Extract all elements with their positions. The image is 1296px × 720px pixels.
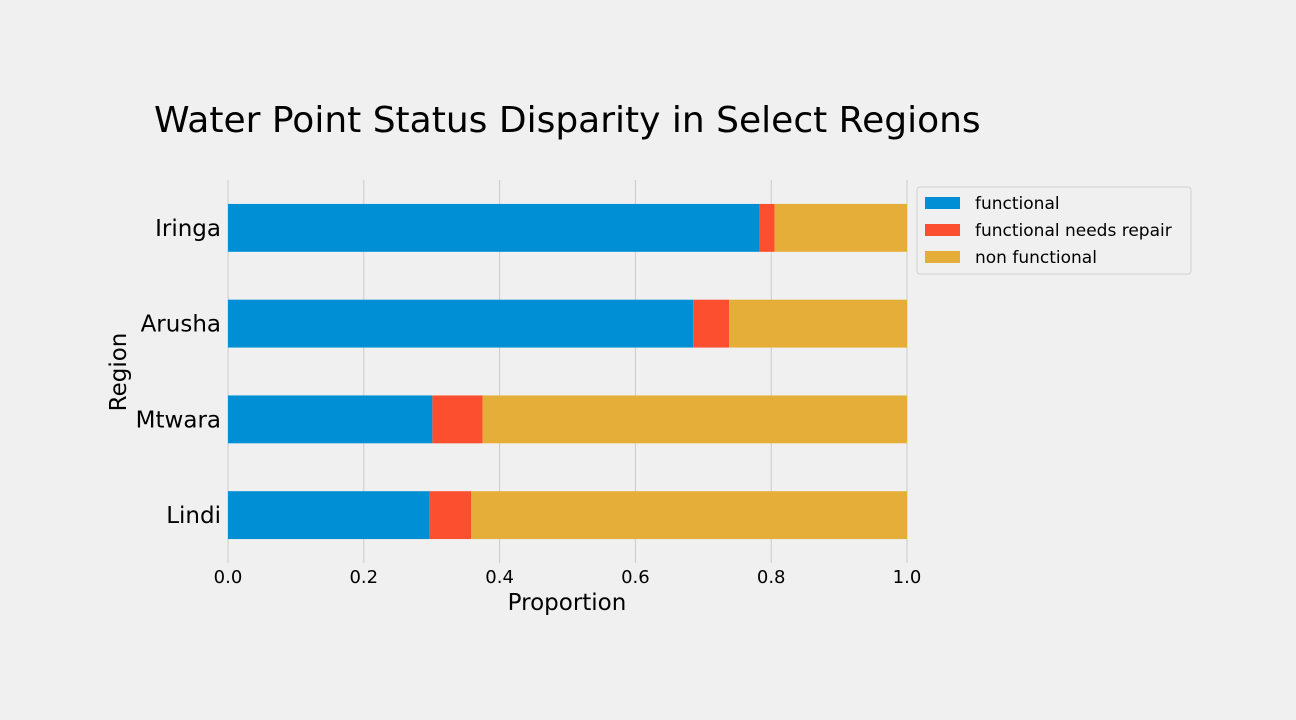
- x-tick-label: 0.0: [214, 567, 243, 588]
- y-tick-label: Mtwara: [136, 407, 221, 433]
- legend-box: [916, 186, 1192, 275]
- bar-arusha-functional: [228, 299, 694, 348]
- y-tick-label: Lindi: [166, 503, 221, 529]
- bar-iringa-functional-needs-repair: [759, 203, 775, 252]
- legend-label: functional: [975, 194, 1060, 214]
- bars: [228, 203, 907, 540]
- y-tick-label: Arusha: [141, 312, 221, 338]
- chart-title: Water Point Status Disparity in Select R…: [154, 100, 981, 141]
- y-tick-labels: Iringa Arusha Mtwara Lindi: [136, 216, 221, 529]
- bar-iringa-non-functional: [774, 203, 907, 252]
- bar-arusha-non-functional: [729, 299, 907, 348]
- legend-label: non functional: [975, 248, 1097, 268]
- bar-lindi-functional: [228, 491, 430, 540]
- x-tick-label: 0.6: [621, 567, 650, 588]
- bar-iringa-functional: [228, 203, 760, 252]
- x-axis-label: Proportion: [508, 590, 627, 616]
- legend-label: functional needs repair: [975, 221, 1172, 241]
- legend: functional functional needs repair non fun…: [916, 186, 1192, 275]
- x-tick-label: 1.0: [893, 567, 922, 588]
- bar-lindi-non-functional: [471, 491, 907, 540]
- legend-swatch: [925, 197, 960, 209]
- y-tick-label: Iringa: [155, 216, 221, 242]
- legend-swatch: [925, 251, 960, 263]
- x-tick-label: 0.8: [757, 567, 786, 588]
- x-tick-label: 0.2: [349, 567, 378, 588]
- y-axis-label: Region: [106, 333, 132, 412]
- bar-mtwara-functional: [228, 395, 433, 444]
- legend-swatch: [925, 224, 960, 236]
- x-tick-label: 0.4: [485, 567, 514, 588]
- x-tick-labels: 0.0 0.2 0.4 0.6 0.8 1.0: [214, 567, 922, 588]
- bar-mtwara-functional-needs-repair: [432, 395, 483, 444]
- bar-lindi-functional-needs-repair: [429, 491, 472, 540]
- bar-arusha-functional-needs-repair: [693, 299, 730, 348]
- bar-mtwara-non-functional: [482, 395, 907, 444]
